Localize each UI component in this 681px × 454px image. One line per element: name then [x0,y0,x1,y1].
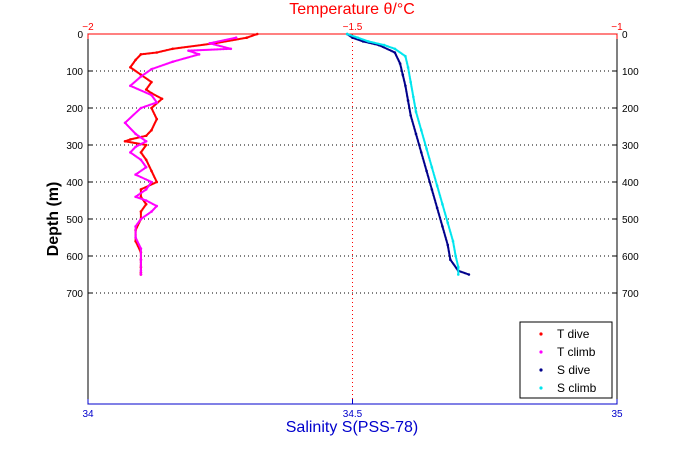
y-tick-label-left: 200 [66,104,83,115]
y-tick-label-right: 500 [622,215,639,226]
y-tick-label-right: 300 [622,141,639,152]
legend-label: S dive [557,363,591,377]
y-tick-label-left: 100 [66,67,83,78]
y-tick-label-left: 0 [77,30,83,41]
top-axis-label: Temperature θ/°C [289,1,415,18]
grid-lines [88,34,617,404]
legend-label: T climb [557,345,596,359]
data-point [457,273,460,276]
y-tick-label-left: 500 [66,215,83,226]
y-tick-label-right: 700 [622,289,639,300]
bottom-tick-label: 34 [82,409,94,420]
y-tick-label-left: 700 [66,289,83,300]
top-tick-label: −1 [611,22,623,33]
data-series [123,32,471,276]
legend-items: T dive T climb S dive S climb [539,327,597,395]
bottom-tick-label: 35 [611,409,623,420]
data-point [139,273,143,276]
y-tick-label-right: 400 [622,178,639,189]
y-tick-label-left: 600 [66,252,83,263]
legend-marker [539,350,543,354]
legend-marker [539,386,543,390]
y-tick-label-left: 300 [66,141,83,152]
legend-label: T dive [557,327,590,341]
axis-ticks: 0 0 100 100 200 200 300 300 400 400 500 500 600 600 70… [66,22,639,420]
y-tick-label-right: 100 [622,67,639,78]
y-tick-label-right: 0 [622,30,628,41]
y-tick-label-right: 600 [622,252,639,263]
top-tick-label: −2 [82,22,94,33]
data-point [467,273,471,276]
legend-box [519,321,613,399]
legend: T dive T climb S dive S climb [519,321,613,399]
legend-label: S climb [557,381,597,395]
y-axis-label: Depth (m) [45,182,62,257]
series-t-dive [123,32,259,276]
series-s-climb [345,32,460,276]
legend-marker [539,332,543,336]
top-tick-label: −1.5 [343,22,363,33]
bottom-axis-label: Salinity S(PSS-78) [286,419,419,436]
y-tick-label-right: 200 [622,104,639,115]
series-t-climb [123,36,238,276]
legend-marker [539,368,543,372]
y-tick-label-left: 400 [66,178,83,189]
bottom-tick-label: 34.5 [343,409,363,420]
